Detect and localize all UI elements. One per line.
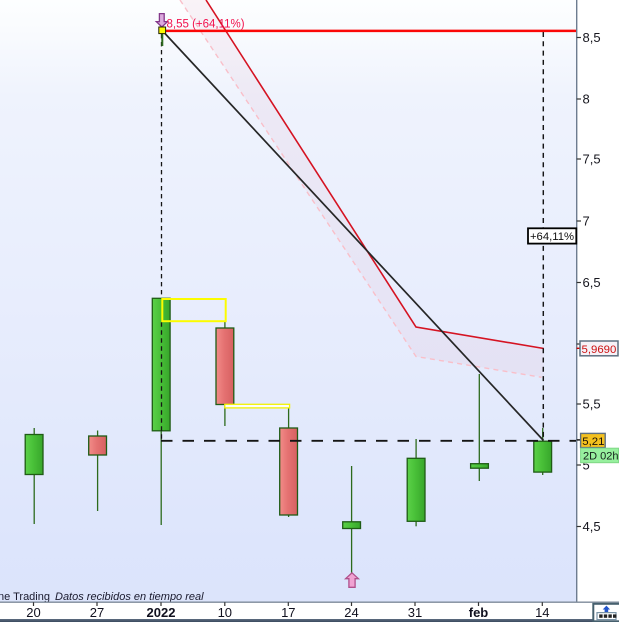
svg-text:14: 14 — [535, 605, 549, 620]
svg-text:31: 31 — [408, 605, 422, 620]
svg-text:8,5: 8,5 — [583, 30, 601, 45]
svg-text:+64,11%: +64,11% — [530, 231, 574, 243]
svg-text:10: 10 — [218, 605, 232, 620]
svg-text:5,5: 5,5 — [583, 397, 601, 412]
svg-text:4,5: 4,5 — [583, 519, 601, 534]
svg-text:20: 20 — [26, 605, 40, 620]
svg-text:7: 7 — [583, 214, 590, 229]
svg-text:2D 02h: 2D 02h — [583, 451, 618, 463]
svg-text:8: 8 — [583, 92, 590, 107]
svg-text:7,5: 7,5 — [583, 152, 601, 167]
svg-text:2022: 2022 — [147, 605, 176, 620]
svg-text:5,21: 5,21 — [582, 436, 604, 448]
svg-text:feb: feb — [469, 605, 489, 620]
svg-text:5: 5 — [583, 458, 590, 473]
svg-text:27: 27 — [90, 605, 104, 620]
svg-text:8,55 (+64,11%): 8,55 (+64,11%) — [167, 18, 245, 30]
svg-text:24: 24 — [344, 605, 358, 620]
svg-text:ne Trading: ne Trading — [0, 591, 50, 603]
svg-text:5,9690: 5,9690 — [582, 344, 617, 356]
svg-text:6,5: 6,5 — [583, 275, 601, 290]
svg-text:17: 17 — [281, 605, 295, 620]
svg-text:Datos recibidos en tiempo real: Datos recibidos en tiempo real — [55, 591, 204, 603]
